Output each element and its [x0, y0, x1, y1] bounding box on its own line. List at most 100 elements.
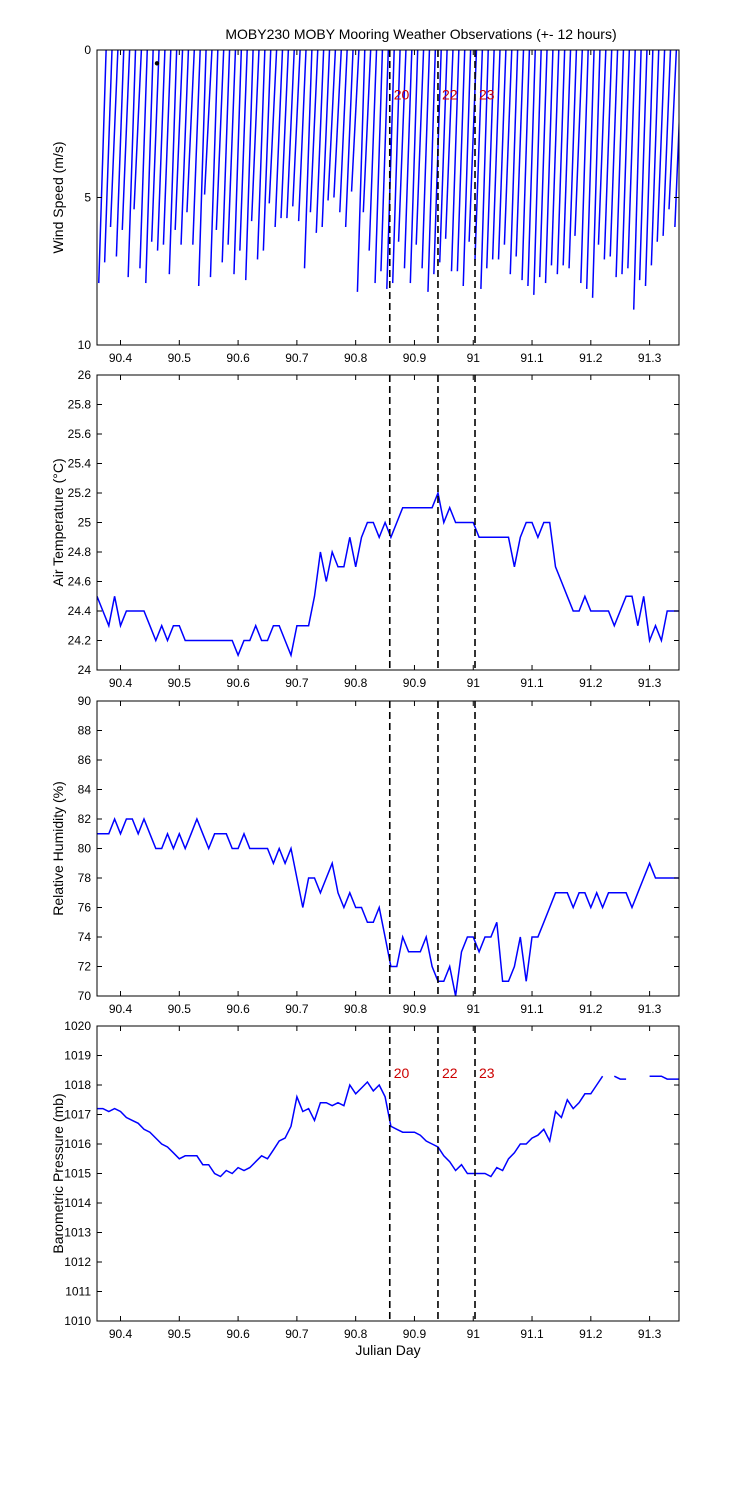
wind-vector — [521, 50, 531, 281]
wind-vector — [615, 50, 625, 278]
x-tick-label: 91.1 — [520, 1327, 544, 1341]
wind-vector — [474, 50, 484, 260]
y-tick-label: 72 — [78, 960, 92, 974]
wind-vector — [356, 50, 366, 292]
wind-vector — [503, 50, 513, 245]
y-tick-label: 1011 — [65, 1285, 91, 1299]
wind-vector — [386, 50, 395, 289]
y-tick-label: 1014 — [64, 1196, 91, 1210]
wind-vector — [480, 50, 489, 289]
axes-box-pressure — [96, 1025, 680, 1322]
y-tick-label: 1016 — [64, 1137, 91, 1151]
y-tick-label: 70 — [78, 989, 92, 1003]
wind-vector — [350, 50, 360, 192]
wind-vector — [115, 50, 125, 257]
y-tick-label: 1017 — [64, 1108, 91, 1122]
y-tick-label: 5 — [84, 191, 91, 205]
x-tick-label: 90.7 — [285, 1327, 309, 1341]
wind-vector — [215, 50, 225, 230]
wind-vector — [221, 50, 231, 263]
wind-vector — [292, 50, 301, 207]
wind-vector — [121, 50, 131, 230]
wind-vector — [444, 50, 454, 239]
wind-vector — [109, 50, 119, 228]
y-tick-label: 25.8 — [68, 398, 92, 412]
x-tick-label: 90.8 — [344, 1002, 368, 1016]
figure-title: MOBY230 MOBY Mooring Weather Observation… — [225, 26, 616, 42]
wind-vector — [203, 50, 213, 195]
x-tick-label: 91.3 — [638, 1327, 662, 1341]
y-tick-label: 10 — [78, 338, 92, 352]
wind-vector — [139, 50, 149, 269]
wind-vector — [286, 50, 295, 219]
wind-vector — [556, 50, 566, 275]
wind-vector — [103, 50, 113, 263]
wind-vector — [662, 50, 672, 236]
x-tick-label: 90.5 — [168, 351, 192, 365]
series-line-pressure — [613, 1075, 627, 1080]
wind-vector — [585, 50, 595, 289]
wind-vector — [327, 50, 337, 201]
y-tick-label: 24.4 — [68, 604, 92, 618]
wind-vector — [268, 50, 278, 204]
wind-vector — [156, 50, 166, 251]
wind-vector — [168, 50, 178, 275]
wind-vector — [127, 50, 137, 278]
wind-vector — [244, 50, 254, 281]
x-axis-label: Julian Day — [355, 1342, 420, 1358]
wind-vector — [609, 50, 619, 257]
axes-box-wind — [96, 49, 680, 346]
axes-box-airtemp — [96, 374, 680, 671]
y-tick-label: 76 — [78, 901, 92, 915]
wind-vector — [644, 50, 654, 287]
y-tick-label: 24 — [78, 663, 92, 677]
y-axis-label-pressure: Barometric Pressure (mb) — [50, 1093, 66, 1253]
wind-vector — [250, 50, 260, 222]
y-tick-label: 24.6 — [68, 575, 92, 589]
x-tick-label: 90.9 — [403, 1327, 427, 1341]
marker-label: 22 — [442, 1065, 458, 1081]
wind-vector — [438, 50, 448, 263]
wind-vector — [321, 50, 331, 228]
y-tick-label: 1012 — [64, 1255, 91, 1269]
wind-vector — [391, 50, 401, 284]
y-axis-label-wind: Wind Speed (m/s) — [50, 141, 66, 253]
x-tick-label: 90.4 — [109, 676, 133, 690]
wind-vector — [456, 50, 466, 272]
x-tick-label: 90.7 — [285, 351, 309, 365]
wind-vector — [562, 50, 572, 266]
wind-vector — [192, 50, 201, 245]
wind-vector — [344, 50, 354, 228]
wind-vector — [309, 50, 319, 213]
x-tick-label: 90.5 — [168, 676, 192, 690]
wind-vector — [333, 50, 343, 198]
marker-label: 20 — [394, 86, 410, 102]
wind-vector — [303, 50, 313, 269]
wind-vector — [227, 50, 237, 245]
wind-vector — [362, 50, 372, 213]
y-tick-label: 1020 — [64, 1019, 91, 1033]
plot-area-wind — [98, 50, 679, 345]
wind-vector — [597, 50, 607, 245]
wind-vector — [209, 50, 219, 278]
wind-vector — [632, 50, 642, 310]
wind-vector — [174, 50, 184, 230]
marker-label: 23 — [479, 1065, 495, 1081]
x-tick-label: 90.9 — [403, 1002, 427, 1016]
wind-vector — [650, 50, 660, 266]
marker-label: 23 — [479, 86, 495, 102]
y-tick-label: 24.2 — [68, 634, 92, 648]
wind-vector — [380, 50, 390, 272]
x-tick-label: 90.7 — [285, 676, 309, 690]
wind-vector — [603, 50, 613, 260]
wind-vector — [568, 50, 578, 269]
x-tick-label: 91.1 — [520, 676, 544, 690]
wind-vector — [374, 50, 384, 284]
y-axis-label-airtemp: Air Temperature (°C) — [50, 458, 66, 586]
wind-vector — [491, 50, 501, 260]
x-tick-label: 91.1 — [520, 1002, 544, 1016]
x-tick-label: 91 — [467, 1002, 481, 1016]
series-line-pressure — [97, 1075, 604, 1178]
series-line-pressure — [649, 1075, 679, 1080]
